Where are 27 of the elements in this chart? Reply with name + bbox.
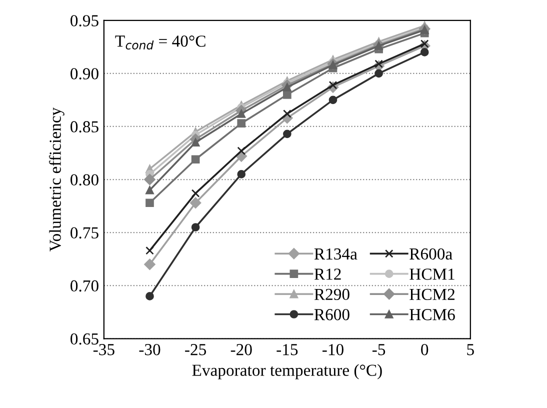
y-tick-label: 0.80 [70,174,98,186]
y-tick-label: 0.70 [70,280,98,292]
legend-label: HCM6 [410,309,455,320]
x-tick-label: -20 [230,344,252,356]
y-tick-label: 0.65 [70,333,98,345]
x-axis-title: Evaporator temperature (°C) [192,364,382,380]
y-tick-label: 0.85 [70,121,98,132]
legend-label: HCM2 [410,288,454,300]
y-tick-label: 0.75 [70,227,98,239]
x-tick-label: -35 [93,344,114,356]
x-tick-label: -25 [185,344,206,356]
x-tick-label: -10 [322,344,344,356]
x-tick-label: 0 [421,344,428,356]
legend-label: R600a [410,248,452,260]
y-axis-title: Volumetric efficiency [49,107,64,252]
y-tick-label: 0.95 [70,15,98,26]
annotation: T$_{cond}$ = 40°C [115,36,206,50]
y-tick-label: 0.90 [70,68,98,80]
x-tick-label: -30 [139,344,160,356]
legend-label: R12 [314,268,341,280]
legend-label: R290 [314,288,350,300]
legend-label: R134a [314,248,358,260]
x-tick-label: -15 [276,344,298,356]
legend-label: HCM1 [410,268,454,280]
legend-label: R600 [314,309,350,320]
x-tick-label: 5 [467,344,474,356]
x-tick-label: -5 [372,344,386,356]
